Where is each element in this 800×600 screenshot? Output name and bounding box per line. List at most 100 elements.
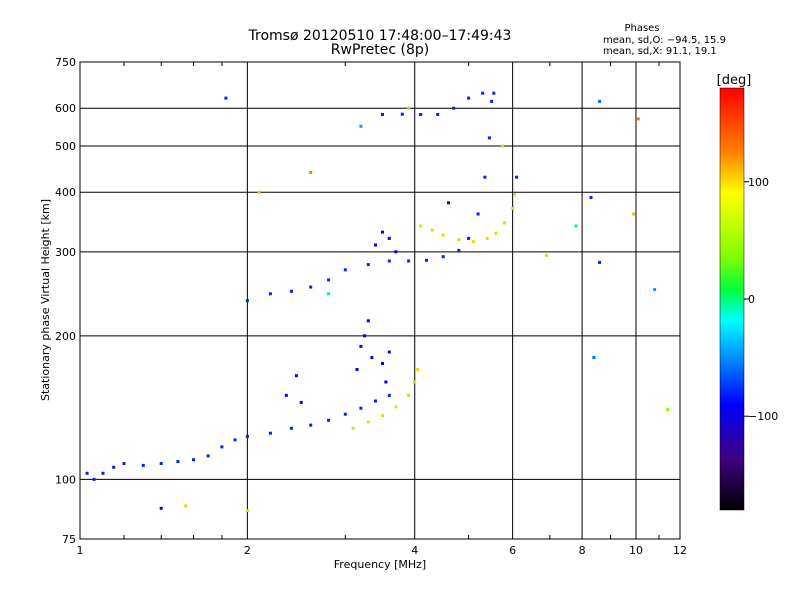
colorbar-tick-label: 0: [748, 293, 755, 306]
y-tick-label: 750: [55, 56, 76, 69]
data-point: [487, 136, 491, 140]
data-point: [92, 477, 96, 481]
data-point: [481, 91, 485, 95]
data-point: [476, 212, 480, 216]
data-point: [416, 368, 420, 371]
data-point: [394, 250, 398, 254]
x-tick-label: 4: [411, 544, 418, 557]
data-point: [430, 228, 434, 232]
data-point: [467, 96, 471, 100]
data-point: [419, 224, 423, 228]
data-point: [492, 91, 496, 95]
data-point: [327, 418, 331, 422]
data-point: [363, 334, 367, 338]
data-point: [245, 435, 249, 438]
data-point: [384, 380, 388, 384]
data-point: [441, 255, 445, 259]
data-point: [112, 465, 116, 469]
data-point: [343, 268, 347, 272]
data-point: [407, 393, 411, 397]
chart-subtitle: RwPretec (8p): [331, 42, 429, 58]
data-point: [299, 400, 303, 404]
data-point: [284, 393, 288, 397]
data-point: [387, 393, 391, 397]
data-point: [289, 426, 293, 430]
data-point: [483, 175, 487, 179]
data-point: [366, 263, 370, 267]
data-point: [381, 362, 384, 365]
chart-title: Tromsø 20120510 17:48:00–17:49:43: [248, 28, 512, 44]
data-point: [457, 238, 461, 242]
colorbar-label: [deg]: [717, 73, 752, 88]
y-tick-label: 600: [55, 102, 76, 115]
data-point: [309, 423, 313, 427]
data-point: [400, 112, 404, 116]
data-point: [436, 113, 440, 116]
data-point: [220, 445, 224, 449]
data-point: [206, 454, 210, 458]
data-point: [387, 259, 391, 263]
data-point: [653, 288, 657, 292]
data-point: [485, 236, 489, 240]
data-point: [192, 458, 195, 462]
y-axis-ticks: 75 100 200 300 400 500 600 750: [55, 56, 76, 546]
data-point: [413, 380, 417, 384]
data-point: [176, 460, 180, 464]
data-point: [574, 224, 578, 228]
data-point: [374, 243, 377, 247]
data-point: [159, 506, 163, 510]
data-point: [381, 230, 384, 234]
x-tick-label: 6: [509, 544, 516, 557]
phases-o-mode-stats: mean, sd,O: −94.5, 15.9: [603, 35, 726, 46]
data-point: [592, 356, 596, 360]
data-point: [589, 196, 593, 199]
data-point: [141, 463, 145, 467]
data-point: [636, 117, 640, 121]
data-point: [387, 236, 391, 240]
data-point: [394, 405, 398, 409]
data-point: [359, 406, 363, 410]
y-tick-label: 300: [55, 246, 76, 259]
plot-frame: [79, 61, 681, 540]
colorbar: [719, 87, 745, 511]
data-point: [425, 258, 428, 262]
data-point: [370, 356, 374, 360]
data-point: [511, 206, 515, 210]
x-tick-label: 10: [629, 544, 643, 557]
data-point: [101, 471, 105, 475]
y-tick-label: 75: [62, 533, 76, 546]
data-point: [598, 260, 602, 264]
data-point: [494, 231, 498, 235]
data-point: [268, 431, 272, 435]
data-point: [224, 96, 228, 100]
data-point: [355, 368, 359, 371]
data-point: [515, 175, 519, 179]
phases-x-mode-stats: mean, sd,X: 91.1, 19.1: [603, 46, 717, 57]
data-point: [598, 99, 602, 103]
data-point: [441, 233, 445, 237]
colorbar-tick-label: −100: [748, 410, 778, 423]
data-point: [233, 438, 237, 442]
x-tick-label: 8: [579, 544, 586, 557]
data-point: [257, 190, 261, 194]
data-point: [289, 289, 293, 293]
colorbar-ticks: 100 0 −100: [744, 176, 778, 423]
data-point: [294, 374, 298, 378]
data-point: [159, 462, 163, 465]
x-tick-label: 1: [77, 544, 84, 557]
data-point: [366, 420, 370, 424]
data-point: [407, 259, 411, 263]
data-point: [407, 106, 411, 110]
data-point: [359, 124, 363, 128]
x-tick-label: 12: [673, 544, 687, 557]
y-tick-label: 200: [55, 330, 76, 343]
data-point: [544, 253, 548, 257]
data-point: [666, 408, 670, 412]
y-tick-label: 100: [55, 473, 76, 486]
y-tick-label: 400: [55, 186, 76, 199]
x-axis-label: Frequency [MHz]: [334, 558, 426, 571]
y-axis-label: Stationary phase Virtual Height [km]: [39, 199, 52, 401]
data-point: [419, 113, 423, 116]
